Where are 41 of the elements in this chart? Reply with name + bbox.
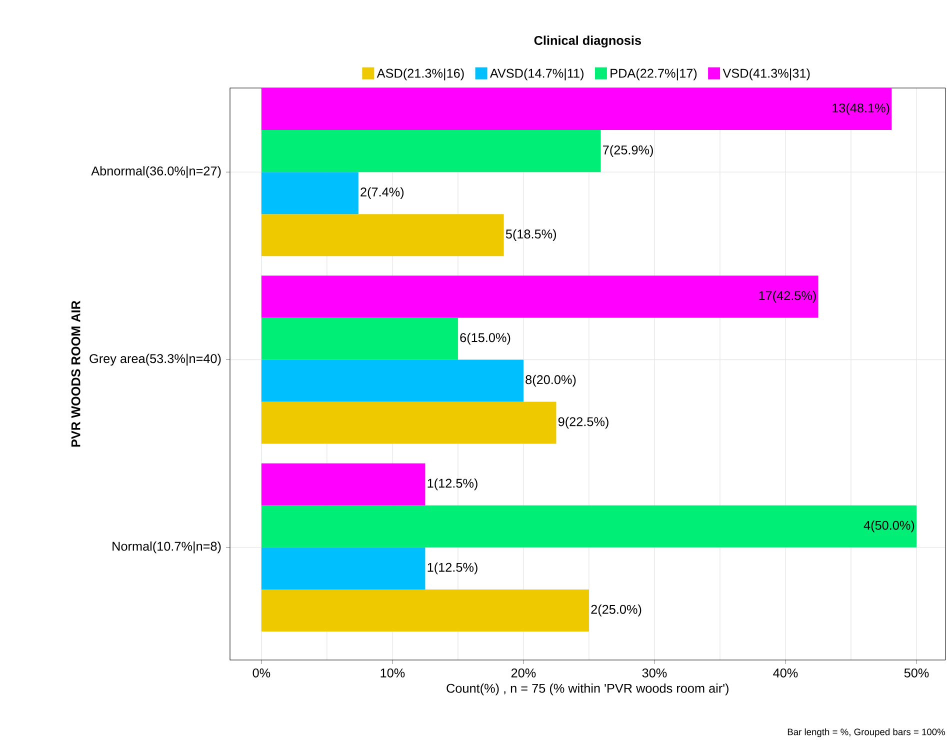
legend-label: VSD(41.3%|31) <box>722 68 810 80</box>
data-label: 1(12.5%) <box>428 562 478 574</box>
legend-label: ASD(21.3%|16) <box>376 68 464 80</box>
bar <box>261 88 892 130</box>
data-label: 1(12.5%) <box>428 478 478 490</box>
legend-title: Clinical diagnosis <box>534 36 641 48</box>
data-label: 2(25.0%) <box>591 604 642 616</box>
bar <box>261 172 358 214</box>
data-label: 8(20.0%) <box>526 374 576 387</box>
bar <box>261 589 589 632</box>
x-tick-label: 20% <box>511 668 536 678</box>
bar <box>261 547 426 590</box>
bar <box>261 463 426 506</box>
x-tick-label: 30% <box>642 668 667 678</box>
x-tick-label: 10% <box>380 668 405 678</box>
data-label: 13(48.1%) <box>832 103 890 115</box>
y-axis-title: PVR WOODS ROOM AIR <box>71 300 80 447</box>
text: Bar length = %, Grouped bars = 100% <box>788 728 946 738</box>
legend-label: AVSD(14.7%|11) <box>490 68 584 80</box>
bar <box>261 130 601 172</box>
x-tick-label: 0% <box>252 668 270 678</box>
x-axis-title: Count(%) , n = 75 (% within 'PVR woods room air') <box>446 684 728 696</box>
y-tick-label: Grey area(53.3%|n=40) <box>90 354 221 366</box>
data-label: 4(50.0%) <box>864 520 914 532</box>
data-label: 9(22.5%) <box>558 416 608 429</box>
legend-label: PDA(22.7%|17) <box>610 68 697 80</box>
x-tick-label: 50% <box>904 668 929 678</box>
y-tick-label: Normal(10.7%|n=8) <box>112 541 221 554</box>
data-label: 2(7.4%) <box>360 187 404 199</box>
bar <box>261 276 818 318</box>
data-label: 17(42.5%) <box>759 290 816 303</box>
data-label: 6(15.0%) <box>460 332 510 345</box>
data-label: 5(18.5%) <box>506 229 556 242</box>
data-label: 7(25.9%) <box>603 145 653 157</box>
x-tick-label: 40% <box>773 668 798 678</box>
bar <box>261 214 504 256</box>
bar <box>261 402 556 444</box>
bar <box>261 360 524 402</box>
bar <box>261 318 458 360</box>
bar <box>261 505 917 548</box>
y-tick-label: Abnormal(36.0%|n=27) <box>91 166 221 178</box>
